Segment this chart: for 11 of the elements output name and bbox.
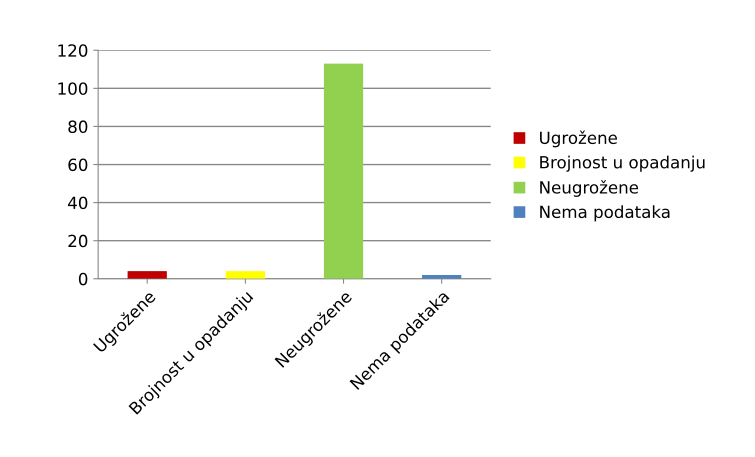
legend-label: Neugrožene [540,180,638,197]
y-tick-label: 100 [58,82,88,95]
y-tick-label: 120 [58,44,88,57]
legend-label: Nema podataka [540,205,670,222]
y-tick-label: 80 [68,120,88,134]
y-tick-label: 20 [68,234,88,248]
legend-label: Brojnost u opadanju [540,156,705,172]
legend-label: Ugrožene [540,130,617,148]
y-tick-label: 0 [78,272,88,286]
y-tick-label: 60 [68,158,88,172]
y-tick-label: 40 [68,196,88,210]
